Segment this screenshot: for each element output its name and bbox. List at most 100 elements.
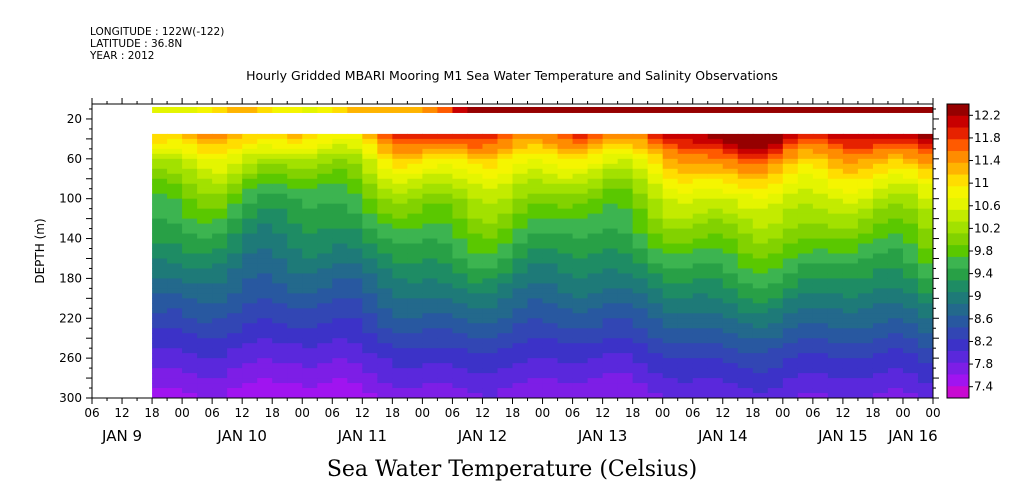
heatmap-cell	[632, 353, 649, 359]
heatmap-cell	[497, 258, 514, 265]
heatmap-cell	[842, 178, 859, 185]
heatmap-cell	[782, 298, 799, 304]
heatmap-cell	[212, 193, 228, 200]
heatmap-cell	[242, 133, 258, 140]
heatmap-cell	[302, 383, 318, 389]
heatmap-cell	[782, 348, 799, 354]
heatmap-cell	[887, 368, 904, 374]
heatmap-cell	[782, 373, 799, 379]
heatmap-cell	[362, 153, 378, 160]
heatmap-cell	[707, 273, 724, 279]
heatmap-cell	[752, 263, 769, 270]
heatmap-cell	[887, 248, 904, 255]
surface-sensor-cell	[812, 106, 829, 113]
heatmap-cell	[827, 133, 844, 140]
heatmap-cell	[527, 198, 544, 205]
heatmap-cell	[752, 258, 769, 265]
heatmap-cell	[692, 358, 709, 364]
heatmap-cell	[377, 313, 393, 319]
heatmap-cell	[152, 388, 168, 394]
heatmap-cell	[857, 343, 874, 349]
heatmap-cell	[572, 258, 589, 265]
heatmap-cell	[827, 283, 844, 289]
heatmap-cell	[242, 223, 258, 230]
heatmap-cell	[857, 363, 874, 369]
heatmap-cell	[332, 193, 348, 200]
heatmap-cell	[422, 288, 439, 294]
heatmap-cell	[242, 328, 258, 334]
heatmap-cell	[182, 343, 198, 349]
heatmap-cell	[422, 168, 439, 175]
heatmap-cell	[872, 218, 889, 225]
heatmap-cell	[437, 288, 454, 294]
heatmap-cell	[662, 358, 679, 364]
heatmap-cell	[632, 378, 649, 384]
heatmap-cell	[152, 183, 168, 190]
heatmap-cell	[677, 213, 694, 220]
heatmap-cell	[602, 363, 619, 369]
heatmap-cell	[572, 183, 589, 190]
heatmap-cell	[692, 238, 709, 245]
heatmap-cell	[827, 293, 844, 299]
heatmap-cell	[347, 193, 363, 200]
heatmap-cell	[632, 343, 649, 349]
x-hour-label: 06	[445, 406, 460, 420]
heatmap-cell	[347, 278, 363, 284]
heatmap-cell	[197, 203, 213, 210]
heatmap-cell	[347, 323, 363, 329]
heatmap-cell	[887, 268, 904, 275]
heatmap-cell	[182, 293, 198, 299]
heatmap-cell	[707, 133, 724, 140]
heatmap-cell	[482, 333, 499, 339]
heatmap-cell	[752, 353, 769, 359]
heatmap-cell	[857, 193, 874, 200]
heatmap-cell	[617, 363, 634, 369]
heatmap-cell	[677, 378, 694, 384]
heatmap-cell	[722, 193, 739, 200]
heatmap-cell	[197, 143, 213, 150]
heatmap-cell	[452, 348, 469, 354]
heatmap-cell	[407, 368, 423, 374]
heatmap-cell	[647, 203, 664, 210]
heatmap-cell	[437, 303, 454, 309]
heatmap-cell	[437, 218, 454, 225]
heatmap-cell	[632, 188, 649, 195]
heatmap-cell	[812, 328, 829, 334]
heatmap-cell	[272, 228, 288, 235]
heatmap-cell	[557, 328, 574, 334]
heatmap-cell	[302, 213, 318, 220]
heatmap-cell	[152, 258, 168, 265]
heatmap-cell	[452, 293, 469, 299]
heatmap-cell	[362, 388, 378, 394]
heatmap-cell	[512, 148, 529, 155]
heatmap-cell	[887, 343, 904, 349]
heatmap-cell	[257, 248, 273, 255]
heatmap-cell	[872, 198, 889, 205]
heatmap-cell	[482, 263, 499, 270]
colorbar-swatch	[947, 162, 969, 175]
heatmap-cell	[527, 253, 544, 260]
heatmap-cell	[647, 158, 664, 165]
heatmap-cell	[392, 218, 408, 225]
heatmap-cell	[857, 278, 874, 284]
heatmap-cell	[317, 373, 333, 379]
surface-sensor-cell	[602, 106, 619, 113]
heatmap-cell	[737, 373, 754, 379]
heatmap-cell	[677, 153, 694, 160]
colorbar-swatch	[947, 303, 969, 317]
heatmap-cell	[272, 268, 288, 275]
heatmap-cell	[422, 148, 439, 155]
y-tick-label: 180	[59, 271, 82, 285]
heatmap-cell	[647, 188, 664, 195]
heatmap-cell	[527, 158, 544, 165]
heatmap-cell	[542, 368, 559, 374]
heatmap-cell	[557, 308, 574, 314]
heatmap-cell	[512, 163, 529, 170]
heatmap-cell	[212, 148, 228, 155]
heatmap-cell	[827, 338, 844, 344]
heatmap-cell	[347, 143, 363, 150]
heatmap-cell	[407, 163, 423, 170]
heatmap-cell	[392, 358, 408, 364]
heatmap-cell	[347, 318, 363, 324]
heatmap-cell	[197, 353, 213, 359]
